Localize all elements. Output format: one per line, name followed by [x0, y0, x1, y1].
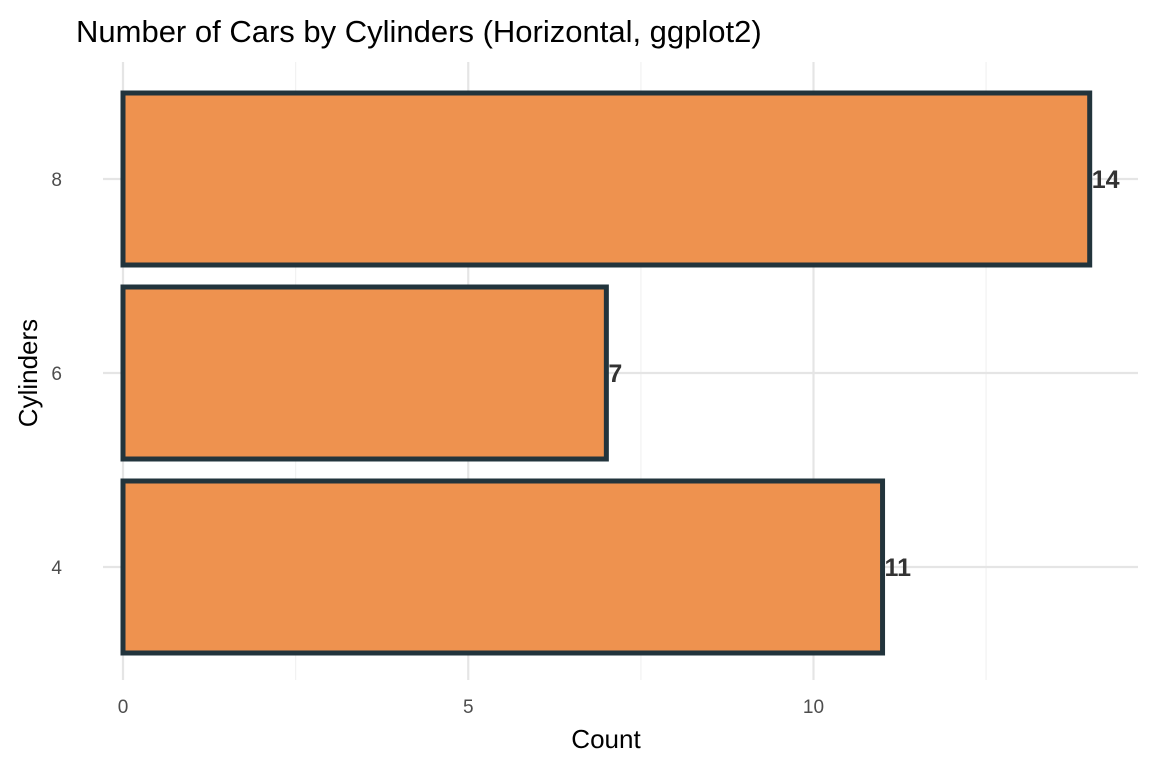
- x-tick-label: 10: [803, 697, 824, 718]
- y-axis-title: Cylinders: [13, 319, 43, 427]
- x-tick-label: 5: [463, 697, 474, 718]
- bar-cyl-4: [120, 478, 886, 656]
- y-tick-label: 8: [51, 170, 62, 191]
- x-tick-label: 0: [118, 697, 129, 718]
- chart-title: Number of Cars by Cylinders (Horizontal,…: [76, 14, 762, 49]
- y-tick-label: 4: [51, 558, 62, 579]
- bar-cyl-8: [120, 90, 1093, 268]
- x-axis-title: Count: [571, 724, 641, 754]
- bar-cyl-6: [120, 284, 609, 462]
- y-tick-label: 6: [51, 364, 62, 385]
- data-label-cyl-4: 11: [885, 554, 912, 582]
- data-labels: 11 7 14: [608, 166, 1119, 582]
- bars: [120, 90, 1093, 656]
- data-label-cyl-6: 7: [608, 360, 622, 388]
- axis-ticks: 4 6 8 0 5 10: [51, 170, 824, 718]
- data-label-cyl-8: 14: [1092, 166, 1120, 194]
